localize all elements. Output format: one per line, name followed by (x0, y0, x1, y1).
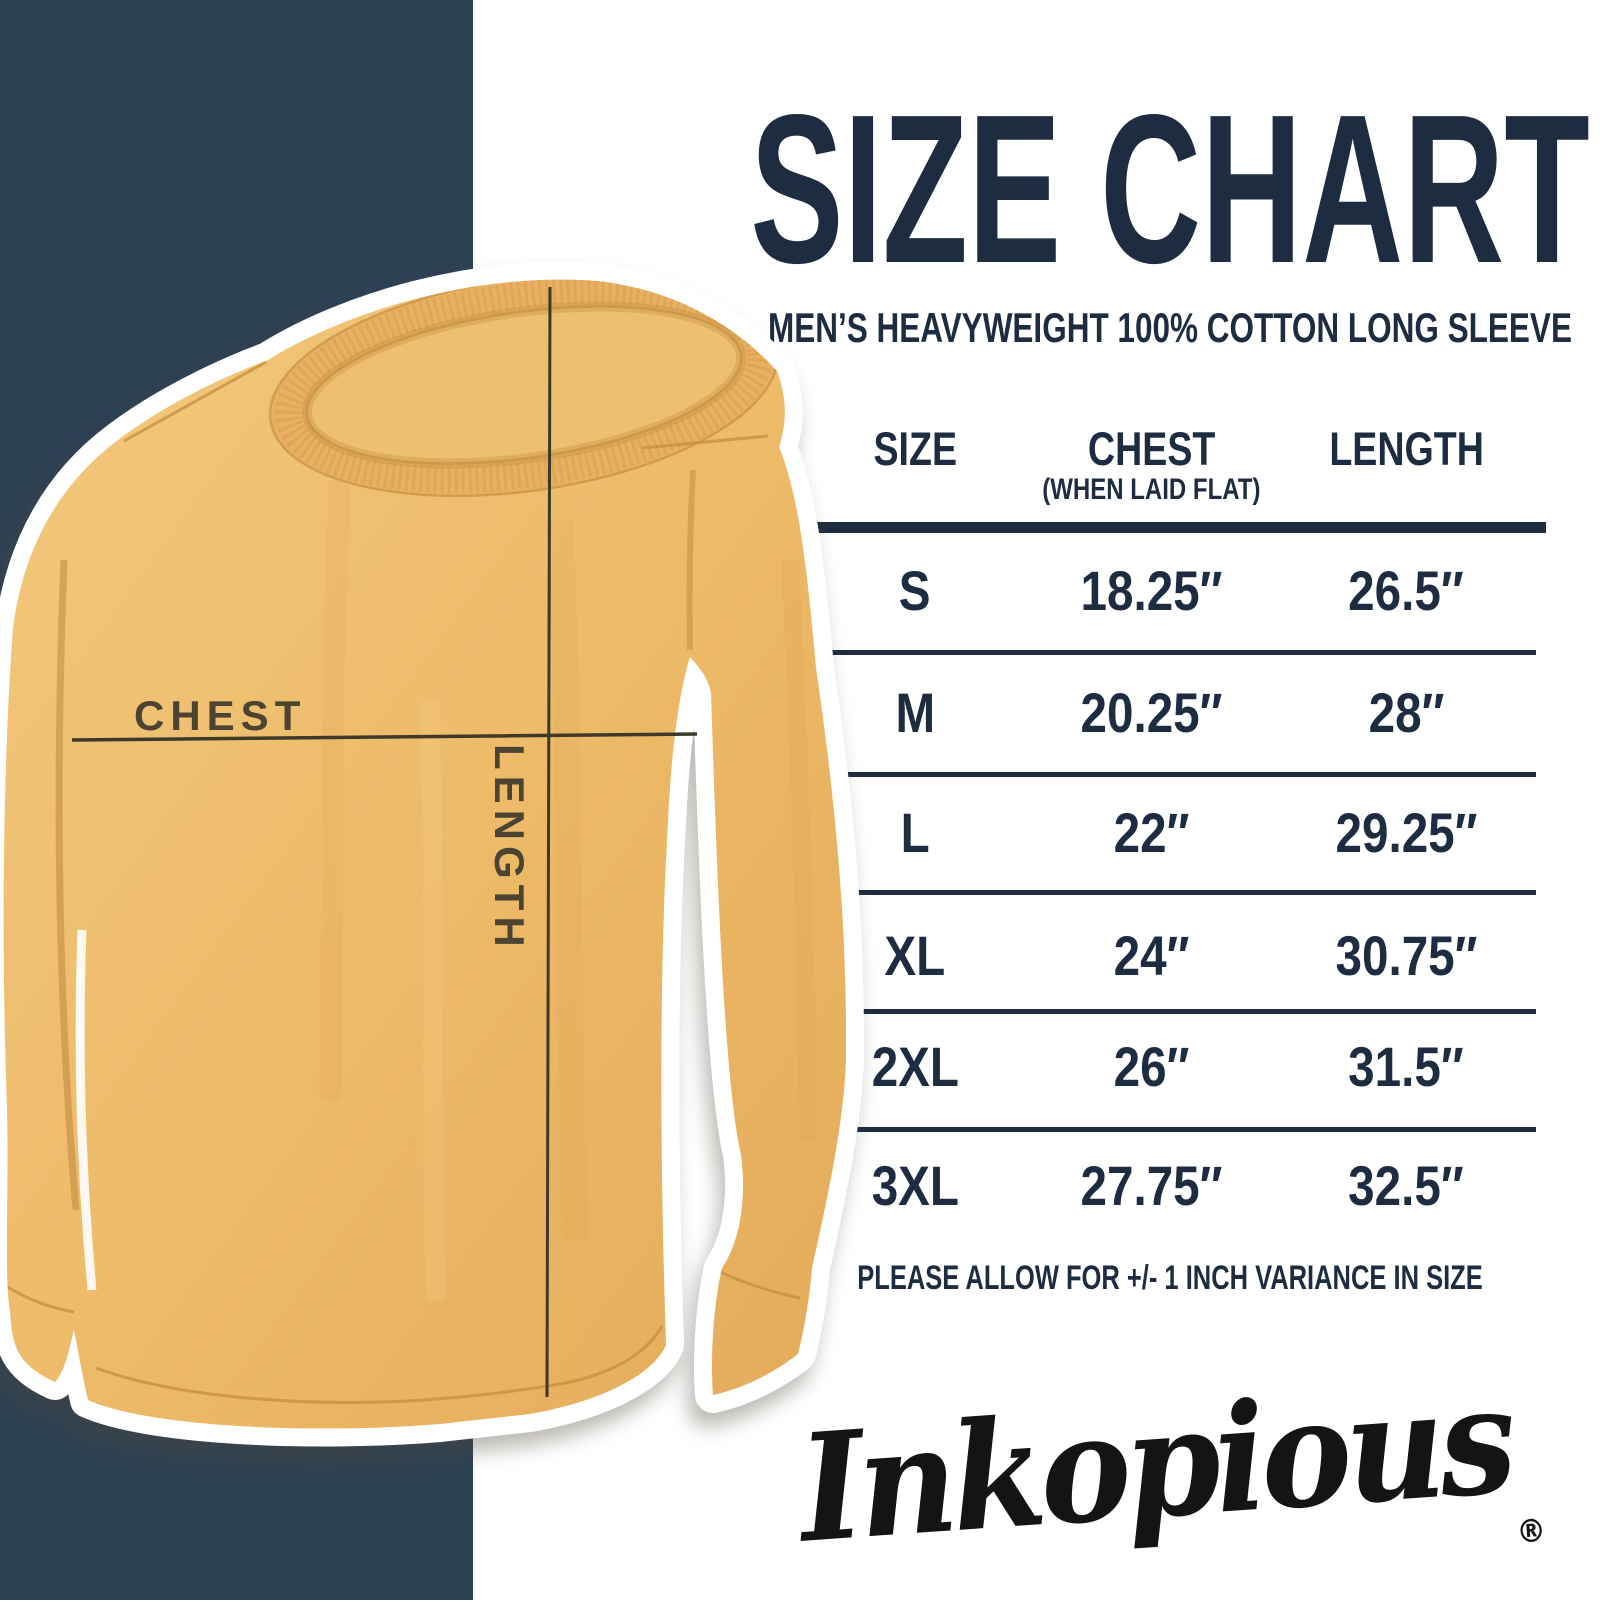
length-measure-label: LENGTH (486, 744, 533, 953)
row-divider (820, 650, 1536, 655)
shirt-silhouette (0, 261, 865, 1447)
registered-trademark-icon: ® (1515, 1510, 1548, 1551)
cell-length: 32.5″ (1348, 1153, 1464, 1217)
cell-chest: 26″ (1113, 1034, 1190, 1098)
table-header-row: SIZE CHEST LENGTH (795, 408, 1545, 488)
table-row: M 20.25″ 28″ (795, 670, 1545, 754)
column-header-chest: CHEST (1087, 421, 1215, 475)
cell-length: 26.5″ (1348, 558, 1464, 622)
cell-size: S (899, 558, 931, 622)
cell-size: 2XL (871, 1034, 959, 1098)
page-subtitle: MEN’S HEAVYWEIGHT 100% COTTON LONG SLEEV… (768, 304, 1572, 351)
cell-size: M (895, 680, 935, 744)
column-header-length: LENGTH (1328, 421, 1484, 475)
page-title: SIZE CHART (750, 83, 1590, 295)
column-subheader-chest: (WHEN LAID FLAT) (1042, 473, 1261, 506)
table-row: S 18.25″ 26.5″ (795, 548, 1545, 632)
cell-length: 29.25″ (1335, 800, 1478, 864)
cell-chest: 24″ (1113, 923, 1190, 987)
cell-size: 3XL (871, 1153, 959, 1217)
cell-chest: 27.75″ (1080, 1153, 1223, 1217)
cell-chest: 20.25″ (1080, 680, 1223, 744)
row-divider (820, 1009, 1536, 1014)
cell-length: 31.5″ (1348, 1034, 1464, 1098)
cell-length: 28″ (1368, 680, 1445, 744)
table-row: L 22″ 29.25″ (795, 790, 1545, 874)
cell-chest: 22″ (1113, 800, 1190, 864)
page-title-text: SIZE CHART (750, 70, 1590, 307)
row-divider (820, 772, 1536, 777)
cell-size: L (900, 800, 930, 864)
table-subheader-row: (WHEN LAID FLAT) (795, 470, 1545, 510)
shirt-photo (0, 261, 865, 1447)
table-row: 2XL 26″ 31.5″ (795, 1024, 1545, 1108)
collar (268, 279, 780, 498)
cell-chest: 18.25″ (1080, 558, 1223, 622)
row-divider (820, 890, 1536, 895)
brand-logo-text: Inkopious® (794, 1352, 1548, 1576)
table-row: XL 24″ 30.75″ (795, 913, 1545, 997)
length-line (545, 286, 552, 1398)
row-divider (820, 1127, 1536, 1132)
cell-size: XL (884, 923, 946, 987)
chest-line (71, 732, 698, 742)
table-header-rule (800, 522, 1546, 533)
cell-length: 30.75″ (1335, 923, 1478, 987)
brand-logo: Inkopious® (794, 1348, 1548, 1578)
table-row: 3XL 27.75″ 32.5″ (795, 1143, 1545, 1227)
seam-lines (5, 360, 801, 1404)
column-header-size: SIZE (873, 421, 957, 475)
chest-measure-label: CHEST (134, 692, 307, 739)
size-variance-note: PLEASE ALLOW FOR +/- 1 INCH VARIANCE IN … (857, 1258, 1483, 1297)
